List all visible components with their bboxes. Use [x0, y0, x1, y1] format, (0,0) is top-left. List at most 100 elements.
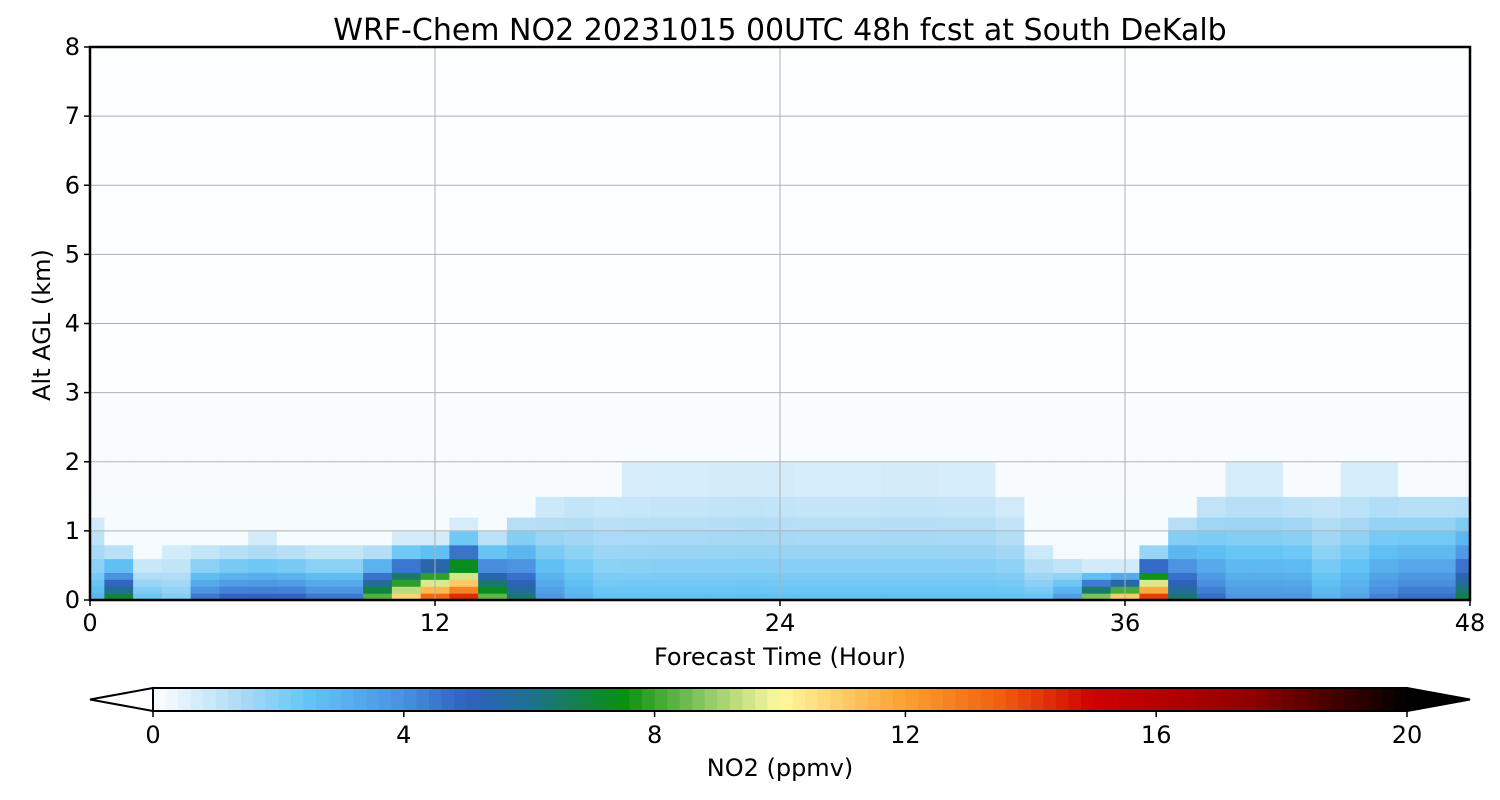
heatmap-cell	[708, 496, 738, 518]
heatmap-cell	[276, 579, 307, 587]
heatmap-cell	[1139, 461, 1169, 497]
heatmap-cell	[621, 579, 652, 587]
colorbar-segment	[1093, 688, 1107, 711]
heatmap-cell	[966, 586, 997, 594]
heatmap-cell	[1398, 392, 1428, 463]
heatmap-cell	[966, 496, 997, 518]
heatmap-cell	[305, 579, 335, 587]
heatmap-cell	[276, 593, 307, 601]
heatmap-cell	[794, 517, 824, 532]
colorbar-segment	[855, 688, 869, 711]
colorbar-segment	[1243, 688, 1258, 711]
heatmap-cell	[736, 586, 767, 594]
heatmap-cell	[391, 496, 422, 518]
heatmap-cell	[334, 517, 364, 532]
heatmap-cell	[593, 392, 623, 463]
heatmap-cell	[1024, 572, 1054, 580]
heatmap-cell	[190, 392, 220, 463]
colorbar-segment	[190, 688, 204, 711]
heatmap-cell	[909, 544, 939, 560]
heatmap-cell	[1225, 392, 1255, 463]
heatmap-cell	[1283, 586, 1313, 594]
heatmap-cell	[880, 530, 910, 546]
colorbar-segment	[1369, 688, 1383, 711]
heatmap-cell	[1053, 544, 1083, 560]
heatmap-cell	[276, 496, 307, 518]
heatmap-cell	[851, 572, 882, 580]
heatmap-cell	[650, 461, 680, 497]
heatmap-cell	[161, 593, 192, 601]
heatmap-cell	[1426, 558, 1457, 573]
heatmap-cell	[305, 47, 335, 394]
heatmap-cell	[133, 517, 163, 532]
heatmap-cell	[966, 579, 997, 587]
heatmap-cell	[1283, 544, 1313, 560]
heatmap-cell	[1455, 586, 1471, 594]
colorbar-segment	[1068, 688, 1082, 711]
heatmap-cell	[736, 572, 767, 580]
heatmap-cell	[823, 579, 853, 587]
y-axis-ticks: 0 1 2 3 4 5 6 7 8	[65, 33, 90, 614]
heatmap-cell	[593, 558, 623, 573]
heatmap-cell	[104, 496, 134, 518]
heatmap-cell	[823, 558, 853, 573]
colorbar-segment	[1256, 688, 1270, 711]
heatmap-cell	[823, 593, 853, 601]
heatmap-cell	[593, 579, 623, 587]
heatmap-cell	[1311, 586, 1342, 594]
heatmap-cell	[1081, 47, 1112, 394]
heatmap-cell	[794, 544, 824, 560]
heatmap-cell	[133, 579, 163, 587]
heatmap-cell	[90, 544, 105, 560]
heatmap-cell	[1311, 530, 1342, 546]
heatmap-cell	[650, 572, 680, 580]
heatmap-cell	[650, 544, 680, 560]
heatmap-cell	[1139, 586, 1169, 594]
colorbar-segment	[378, 688, 392, 711]
heatmap-cell	[1311, 392, 1342, 463]
heatmap-cell	[1340, 544, 1370, 560]
heatmap-cell	[1225, 544, 1255, 560]
heatmap-cell	[1283, 461, 1313, 497]
heatmap-cell	[1196, 558, 1227, 573]
heatmap-cell	[334, 530, 364, 546]
heatmap-cell	[823, 461, 853, 497]
heatmap-cell	[564, 586, 594, 594]
heatmap-cell	[1254, 461, 1284, 497]
heatmap-cell	[449, 47, 479, 394]
heatmap-cell	[276, 47, 307, 394]
colorbar-frame	[152, 687, 1408, 712]
heatmap-cell	[1283, 47, 1313, 394]
heatmap-cell	[161, 530, 192, 546]
heatmap-cell	[650, 392, 680, 463]
heatmap-cell	[1369, 517, 1399, 532]
heatmap-cell	[851, 579, 882, 587]
heatmap-cell	[1369, 572, 1399, 580]
heatmap-cell	[593, 544, 623, 560]
heatmap-cell	[1398, 544, 1428, 560]
heatmap-cell	[535, 586, 565, 594]
colorbar-segment	[1143, 688, 1157, 711]
heatmap-cell	[909, 530, 939, 546]
heatmap-cell	[1168, 586, 1198, 594]
heatmap-cell	[104, 572, 134, 580]
heatmap-cell	[995, 579, 1025, 587]
heatmap-cell	[909, 47, 939, 394]
heatmap-cell	[938, 579, 968, 587]
colorbar-segment	[1043, 688, 1057, 711]
heatmap-cell	[1311, 47, 1342, 394]
x-tick-label: 12	[420, 609, 451, 637]
heatmap-cell	[938, 572, 968, 580]
heatmap-cell	[248, 461, 278, 497]
colorbar-segment	[466, 688, 480, 711]
y-tick-label: 0	[65, 586, 80, 614]
heatmap-cell	[449, 558, 479, 573]
heatmap-cell	[679, 392, 709, 463]
heatmap-cell	[248, 586, 278, 594]
colorbar-tick-label: 20	[1392, 721, 1423, 749]
heatmap-cell	[995, 517, 1025, 532]
heatmap-cell	[1369, 593, 1399, 601]
heatmap-cell	[506, 392, 537, 463]
heatmap-cell	[966, 392, 997, 463]
